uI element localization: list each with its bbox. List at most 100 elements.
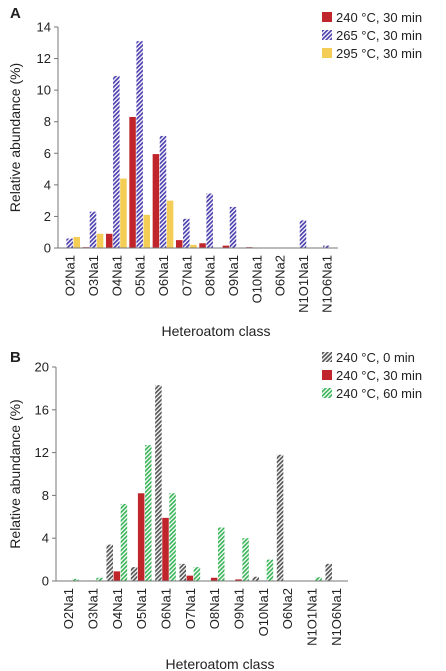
bar-a-o7na1-265-c-30-min [183, 218, 190, 248]
bar-b-o7na1-240-c-30-min [186, 575, 194, 581]
x-tick-label-b: N1O6Na1 [329, 588, 344, 646]
x-tick-label-a: O8Na1 [203, 255, 218, 296]
legend-label-a: 240 °C, 30 min [336, 10, 422, 25]
bar-a-n1o6na1-265-c-30-min [323, 245, 330, 248]
bar-a-o9na1-265-c-30-min [229, 206, 237, 248]
bar-b-o6na1-240-c-0-min [155, 385, 162, 581]
bar-a-o4na1-265-c-30-min [113, 75, 120, 248]
legend-label-b: 240 °C, 0 min [336, 350, 415, 365]
y-tick-label-a: 0 [44, 241, 51, 256]
y-tick-label-b: 0 [42, 574, 49, 589]
bar-a-o8na1-265-c-30-min [206, 193, 213, 248]
bar-b-o4na1-240-c-0-min [106, 544, 113, 581]
x-tick-label-a: O4Na1 [109, 255, 124, 296]
bar-a-o4na1-295-c-30-min [120, 178, 127, 248]
bar-a-o3na1-265-c-30-min [89, 211, 97, 248]
bar-a-o5na1-295-c-30-min [143, 214, 151, 248]
bar-b-o10na1-240-c-60-min [266, 559, 274, 581]
bar-b-o6na1-240-c-60-min [169, 493, 176, 581]
y-tick-label-a: 10 [37, 83, 51, 98]
y-tick-label-a: 12 [37, 51, 51, 66]
y-tick-label-a: 6 [44, 146, 51, 161]
x-tick-label-b: O6Na2 [280, 588, 295, 629]
x-axis-label-a: Heteroatom class [162, 323, 271, 339]
bar-b-o6na1-240-c-30-min [162, 517, 169, 581]
bar-a-o5na1-240-c-30-min [129, 116, 136, 248]
x-tick-label-a: N1O6Na1 [319, 255, 334, 313]
y-axis-label-a: Relative abundance (%) [7, 63, 23, 212]
bar-a-o8na1-240-c-30-min [199, 243, 206, 248]
x-tick-label-b: O10Na1 [256, 588, 271, 636]
x-tick-label-a: O6Na2 [273, 255, 288, 296]
y-tick-label-b: 8 [42, 488, 49, 503]
panel-a: A 0 2 4 6 8 10 12 14 Relative abundance (%) O2Na1… [7, 5, 422, 339]
legend-swatch-b-240-c-60-min [322, 388, 332, 398]
bar-b-o4na1-240-c-60-min [120, 503, 128, 581]
legend-label-a: 265 °C, 30 min [336, 28, 422, 43]
bar-b-o5na1-240-c-30-min [137, 493, 145, 581]
bar-a-o5na1-265-c-30-min [136, 41, 143, 249]
x-tick-label-a: O9Na1 [226, 255, 241, 296]
bar-a-o2na1-265-c-30-min [66, 238, 73, 248]
y-tick-label-a: 4 [44, 177, 51, 192]
bar-a-o9na1-240-c-30-min [222, 245, 230, 248]
y-tick-label-b: 16 [35, 402, 49, 417]
legend-swatch-a-295-c-30-min [322, 48, 332, 58]
bar-a-o4na1-240-c-30-min [105, 233, 113, 248]
bar-b-o4na1-240-c-30-min [113, 571, 121, 581]
bar-b-o10na1-240-c-0-min [252, 576, 259, 581]
bar-a-o6na1-295-c-30-min [166, 200, 174, 248]
x-tick-label-b: O3Na1 [86, 588, 101, 629]
legend-label-b: 240 °C, 30 min [336, 368, 422, 383]
bar-b-o9na1-240-c-30-min [235, 579, 242, 581]
bar-b-o7na1-240-c-0-min [179, 563, 186, 581]
legend-label-a: 295 °C, 30 min [336, 46, 422, 61]
x-tick-label-b: O5Na1 [134, 588, 149, 629]
x-tick-label-a: O7Na1 [179, 255, 194, 296]
x-tick-label-a: O2Na1 [63, 255, 78, 296]
y-tick-label-b: 12 [35, 445, 49, 460]
x-tick-label-b: O6Na1 [159, 588, 174, 629]
panel-b-letter: B [10, 349, 21, 366]
bar-b-o9na1-240-c-60-min [242, 538, 249, 581]
x-axis-label-b: Heteroatom class [166, 656, 275, 671]
bar-a-o7na1-240-c-30-min [175, 240, 183, 248]
chart-b: 0 4 8 12 16 20 Relative abundance (%) O2Na1 O3Na… [7, 350, 422, 671]
x-tick-label-b: O8Na1 [207, 588, 222, 629]
legend-swatch-b-240-c-0-min [322, 352, 332, 362]
legend-swatch-a-240-c-30-min [322, 12, 332, 22]
y-tick-label-a: 8 [44, 114, 51, 129]
bar-b-o2na1-240-c-60-min [72, 578, 79, 581]
x-tick-label-b: O4Na1 [110, 588, 125, 629]
bar-b-o8na1-240-c-30-min [210, 577, 218, 581]
bar-b-o8na1-240-c-60-min [218, 527, 225, 581]
y-tick-label-b: 20 [35, 360, 49, 375]
x-tick-label-b: O2Na1 [61, 588, 76, 629]
bar-b-o6na2-240-c-0-min [276, 454, 284, 581]
bar-a-o2na1-295-c-30-min [73, 236, 81, 248]
legend-swatch-a-265-c-30-min [322, 30, 332, 40]
bar-b-n1o6na1-240-c-0-min [325, 563, 332, 581]
x-tick-label-a: N1O1Na1 [296, 255, 311, 313]
bar-b-n1o1na1-240-c-60-min [315, 577, 322, 581]
y-tick-label-a: 2 [44, 209, 51, 224]
bar-b-o3na1-240-c-60-min [96, 577, 103, 581]
x-tick-label-b: N1O1Na1 [305, 588, 320, 646]
bar-b-o5na1-240-c-60-min [145, 445, 152, 581]
x-tick-label-a: O3Na1 [86, 255, 101, 296]
bar-b-o5na1-240-c-0-min [130, 567, 138, 581]
panel-a-letter: A [10, 5, 21, 22]
panel-b: B 0 4 8 12 16 20 Relative abundance (%) O2Na1 O3… [7, 349, 422, 671]
bar-a-o3na1-295-c-30-min [96, 233, 104, 248]
x-tick-label-a: O6Na1 [156, 255, 171, 296]
y-tick-label-b: 4 [42, 531, 49, 546]
x-tick-label-a: O10Na1 [249, 255, 264, 303]
bar-a-n1o1na1-265-c-30-min [299, 220, 307, 248]
x-tick-label-b: O7Na1 [183, 588, 198, 629]
chart-a: 0 2 4 6 8 10 12 14 Relative abundance (%) O2Na1 O3… [7, 10, 422, 339]
bar-a-o6na1-240-c-30-min [152, 154, 160, 248]
x-tick-label-b: O9Na1 [232, 588, 247, 629]
legend-label-b: 240 °C, 60 min [336, 386, 422, 401]
bar-a-o7na1-295-c-30-min [190, 244, 197, 248]
x-tick-label-a: O5Na1 [133, 255, 148, 296]
